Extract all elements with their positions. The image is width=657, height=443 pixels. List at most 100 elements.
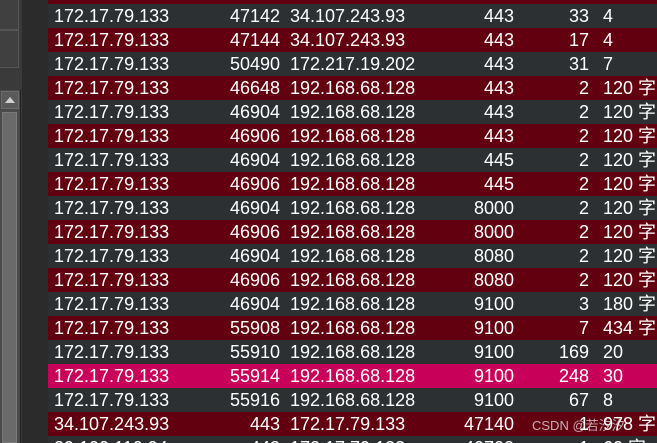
table-row[interactable]: 172.17.79.133 46904 192.168.68.128 445 2 120 … xyxy=(48,148,657,172)
table-row[interactable]: 172.17.79.133 55908 192.168.68.128 9100 7 434… xyxy=(48,316,657,340)
cell-count: 169 xyxy=(558,342,589,362)
cell-count: 2 xyxy=(578,222,589,242)
cell-count: 2 xyxy=(578,270,589,290)
cell-destination-address: 192.168.68.128 xyxy=(290,294,416,314)
table-row[interactable]: 172.17.79.133 55910 192.168.68.128 9100 169 2… xyxy=(48,340,657,364)
cell-size: 4 xyxy=(603,30,614,50)
table-row[interactable]: 172.17.79.133 46904 192.168.68.128 443 2 120 … xyxy=(48,100,657,124)
cell-source-port: 443 xyxy=(249,414,280,434)
cell-count: 2 xyxy=(578,102,589,122)
cell-destination-port: 445 xyxy=(483,150,514,170)
cell-destination-address: 192.168.68.128 xyxy=(290,366,416,386)
cell-source-port: 443 xyxy=(250,436,280,443)
cell-source-address: 172.17.79.133 xyxy=(54,30,170,50)
cell-source-address: 172.17.79.133 xyxy=(54,174,170,194)
cell-destination-address: 192.168.68.128 xyxy=(290,270,416,290)
cell-size: 120 字 xyxy=(603,126,657,146)
cell-destination-address: 172.17.79.133 xyxy=(290,414,406,434)
cell-destination-port: 8000 xyxy=(473,222,514,242)
cell-source-address: 172.17.79.133 xyxy=(54,318,170,338)
cell-source-port: 46906 xyxy=(229,270,280,290)
cell-source-port: 46906 xyxy=(229,174,280,194)
table-row[interactable]: 34.107.243.93 443 172.17.79.133 47140 1 978 字 xyxy=(48,412,657,436)
cell-destination-address: 192.168.68.128 xyxy=(290,246,416,266)
table-row[interactable]: 172.17.79.133 47144 34.107.243.93 443 17 4 xyxy=(48,28,657,52)
cell-size: 7 xyxy=(603,54,614,74)
cell-count: 2 xyxy=(578,150,589,170)
cell-destination-port: 443 xyxy=(483,6,514,26)
cell-count: 67 xyxy=(568,390,589,410)
cell-source-port: 55910 xyxy=(229,342,280,362)
cell-count: 248 xyxy=(558,366,589,386)
cell-destination-address: 192.168.68.128 xyxy=(290,150,416,170)
cell-source-address: 172.17.79.133 xyxy=(54,126,170,146)
cell-destination-address: 192.168.68.128 xyxy=(290,222,416,242)
cell-count: 2 xyxy=(578,78,589,98)
cell-destination-address: 34.107.243.93 xyxy=(290,30,406,50)
cell-source-address: 172.17.79.133 xyxy=(54,102,170,122)
cell-count: 3 xyxy=(578,294,589,314)
left-pane-button-1[interactable] xyxy=(0,0,19,30)
cell-count: 17 xyxy=(568,30,589,50)
cell-source-address: 172.17.79.133 xyxy=(54,6,170,26)
cell-destination-port: 443 xyxy=(483,126,514,146)
cell-destination-address: 192.168.68.128 xyxy=(290,342,416,362)
pane-gap xyxy=(22,0,48,443)
cell-size: 180 字 xyxy=(603,294,657,314)
cell-count: 2 xyxy=(578,174,589,194)
cell-source-address: 172.17.79.133 xyxy=(54,390,170,410)
cell-size: 120 字 xyxy=(603,174,657,194)
table-row[interactable]: 172.17.79.133 46904 192.168.68.128 9100 3 180… xyxy=(48,292,657,316)
left-pane-button-2[interactable] xyxy=(0,30,19,68)
cell-source-port: 47142 xyxy=(229,6,280,26)
table-row[interactable]: 172.17.79.133 46906 192.168.68.128 445 2 120 … xyxy=(48,172,657,196)
cell-size: 30 xyxy=(603,366,624,386)
cell-destination-port: 9100 xyxy=(473,318,514,338)
table-row[interactable]: 172.17.79.133 47142 34.107.243.93 443 33 4 xyxy=(48,4,657,28)
cell-source-port: 46648 xyxy=(229,78,280,98)
cell-count: 31 xyxy=(568,54,589,74)
cell-source-address: 172.17.79.133 xyxy=(54,150,170,170)
cell-size: 120 字 xyxy=(603,222,657,242)
cell-destination-port: 443 xyxy=(483,54,514,74)
table-row[interactable]: 172.17.79.133 55914 192.168.68.128 9100 248 3… xyxy=(48,364,657,388)
cell-source-port: 46904 xyxy=(229,198,280,218)
table-row[interactable]: 172.17.79.133 46904 192.168.68.128 8080 2 120… xyxy=(48,244,657,268)
cell-source-address: 172.17.79.133 xyxy=(54,342,170,362)
cell-destination-port: 8000 xyxy=(473,198,514,218)
triangle-up-icon xyxy=(5,97,15,103)
table-row[interactable]: 172.17.79.133 46904 192.168.68.128 8000 2 120… xyxy=(48,196,657,220)
cell-source-port: 47144 xyxy=(229,30,280,50)
table-row[interactable]: 39.100.110.94 443 172.17.79.133 40702 1 60 字 xyxy=(48,436,657,443)
cell-source-port: 50490 xyxy=(229,54,280,74)
cell-source-address: 172.17.79.133 xyxy=(54,198,170,218)
scroll-up-button[interactable] xyxy=(1,91,19,109)
cell-destination-port: 443 xyxy=(483,30,514,50)
cell-destination-address: 192.168.68.128 xyxy=(290,318,416,338)
cell-source-port: 46906 xyxy=(229,126,280,146)
table-row[interactable]: 172.17.79.133 50490 172.217.19.202 443 31 7 xyxy=(48,52,657,76)
cell-size: 20 xyxy=(603,342,624,362)
cell-source-port: 55916 xyxy=(229,390,280,410)
cell-count: 33 xyxy=(568,6,589,26)
table-row[interactable]: 172.17.79.133 46648 192.168.68.128 443 2 120 … xyxy=(48,76,657,100)
cell-source-address: 172.17.79.133 xyxy=(54,54,170,74)
cell-source-port: 46904 xyxy=(229,246,280,266)
cell-destination-port: 9100 xyxy=(473,390,514,410)
table-row[interactable]: 172.17.79.133 46906 192.168.68.128 8080 2 120… xyxy=(48,268,657,292)
table-row[interactable]: 172.17.79.133 46906 192.168.68.128 8000 2 120… xyxy=(48,220,657,244)
cell-source-port: 46904 xyxy=(229,102,280,122)
cell-destination-port: 9100 xyxy=(473,294,514,314)
vertical-scrollbar[interactable] xyxy=(0,90,21,443)
cell-size: 978 字 xyxy=(603,414,657,434)
cell-source-port: 46906 xyxy=(229,222,280,242)
table-row[interactable]: 172.17.79.133 55916 192.168.68.128 9100 67 8 xyxy=(48,388,657,412)
scrollbar-thumb[interactable] xyxy=(2,112,17,443)
left-pane xyxy=(0,0,22,443)
table-row[interactable]: 172.17.79.133 46906 192.168.68.128 443 2 120 … xyxy=(48,124,657,148)
cell-size: 60 字 xyxy=(603,436,646,443)
table-row[interactable] xyxy=(48,0,657,4)
cell-destination-address: 172.17.79.133 xyxy=(290,436,405,443)
cell-source-port: 46904 xyxy=(229,150,280,170)
